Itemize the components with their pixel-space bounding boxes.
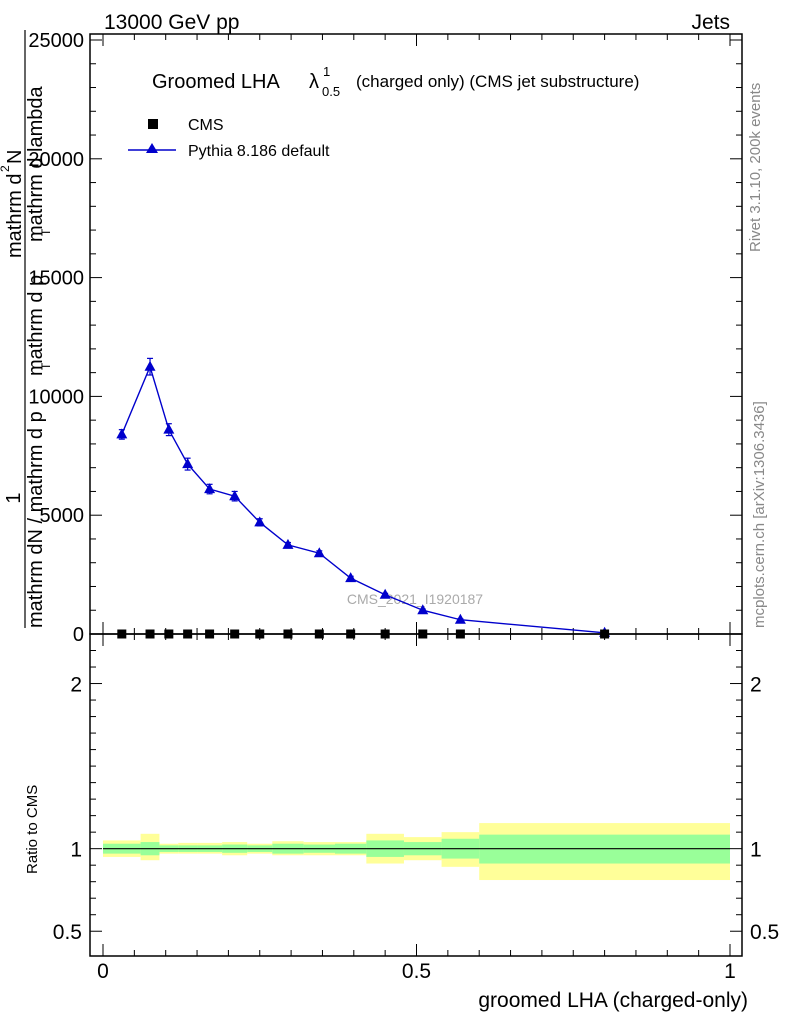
legend-pythia-label: Pythia 8.186 default [188,143,330,160]
cms-point [314,629,324,639]
y-tick-label-bottom: 1 [70,839,82,862]
legend-cms-label: CMS [188,117,224,134]
pythia-point [229,490,241,501]
x-axis-label: groomed LHA (charged-only) [478,989,748,1012]
cms-point [230,629,240,639]
cms-point [600,629,610,639]
bottom-axis-ticks: 0.5 0.5 1 1 2 2 0 0.5 1 [53,634,779,983]
rivet-label: Rivet 3.1.10, 200k events [747,83,764,252]
pythia-point [116,428,128,439]
ylabel-denom-rest2: mathrm d lambda [25,86,47,242]
ylabel-denom-rest: mathrm d p [25,275,47,376]
top-series [116,357,611,639]
pythia-point [379,588,391,599]
y-tick-label-top: 10000 [28,386,84,408]
ratio-bands [103,823,730,881]
watermark: CMS_2021_I1920187 [347,591,483,607]
y-tick-label-top: 5000 [40,505,85,527]
legend: CMS Pythia 8.186 default [128,117,330,160]
title-symbol: λ [309,71,319,93]
ylabel-numerator-2: N [4,150,26,164]
header-right: Jets [691,11,730,34]
cms-point [183,629,193,639]
title-main: Groomed LHA [152,71,280,93]
pythia-point [454,613,466,624]
ylabel-numerator-1: mathrm d [4,174,26,258]
pythia-point [144,360,156,371]
title-suffix: (charged only) (CMS jet substructure) [356,72,639,91]
cms-point [455,629,465,639]
y-tick-label-bottom-right: 1 [750,839,762,862]
legend-pythia-marker [146,143,158,153]
top-axis-ticks: 0 5000 10000 15000 20000 25000 [28,30,742,646]
mcplots-label: mcplots.cern.ch [arXiv:1306.3436] [751,401,768,628]
x-tick-label: 1 [724,960,736,983]
ylabel-denom-sub2: T [39,228,53,236]
ylabel-numerator-sup: 2 [0,165,12,172]
title-sup: 1 [323,64,330,79]
cms-point [164,629,174,639]
pythia-point [313,547,325,558]
pythia-point [417,604,429,615]
plot-title: Groomed LHA λ 1 0.5 (charged only) (CMS … [152,64,639,99]
cms-point [418,629,428,639]
cms-point [255,629,265,639]
ylabel-denominator: mathrm dN / mathrm d p [25,411,47,628]
cms-point [117,629,127,639]
pythia-point [282,538,294,549]
cms-point [283,629,293,639]
y-tick-label-top: 20000 [28,149,84,171]
legend-cms-marker [148,119,158,129]
ylabel-one: 1 [3,492,25,503]
y-axis-label-top: 1 mathrm dN / mathrm d p mathrm d 2 N ma… [0,30,53,628]
y-tick-label-bottom: 0.5 [53,921,82,944]
cms-point [380,629,390,639]
y-tick-label-bottom: 2 [70,674,82,697]
y-tick-label-top: 25000 [28,30,84,52]
cms-point [145,629,155,639]
bottom-panel-frame [89,633,743,957]
pythia-point [182,458,194,469]
pythia-point [345,572,357,583]
y-tick-label-bottom-right: 2 [750,674,762,697]
ylabel-denom-sub: T [39,362,53,370]
pythia-point [163,423,175,434]
header-left: 13000 GeV pp [104,11,239,34]
pythia-point [204,483,216,494]
cms-point [346,629,356,639]
y-tick-label-bottom-right: 0.5 [750,921,779,944]
y-tick-label-top: 15000 [28,268,84,290]
pythia-point [254,516,266,527]
x-tick-label: 0 [97,960,109,983]
title-sub: 0.5 [322,84,340,99]
y-axis-label-bottom: Ratio to CMS [24,785,41,874]
cms-point [205,629,215,639]
pythia-line [121,364,605,634]
x-tick-label: 0.5 [402,960,431,983]
y-tick-label-top: 0 [73,624,84,646]
